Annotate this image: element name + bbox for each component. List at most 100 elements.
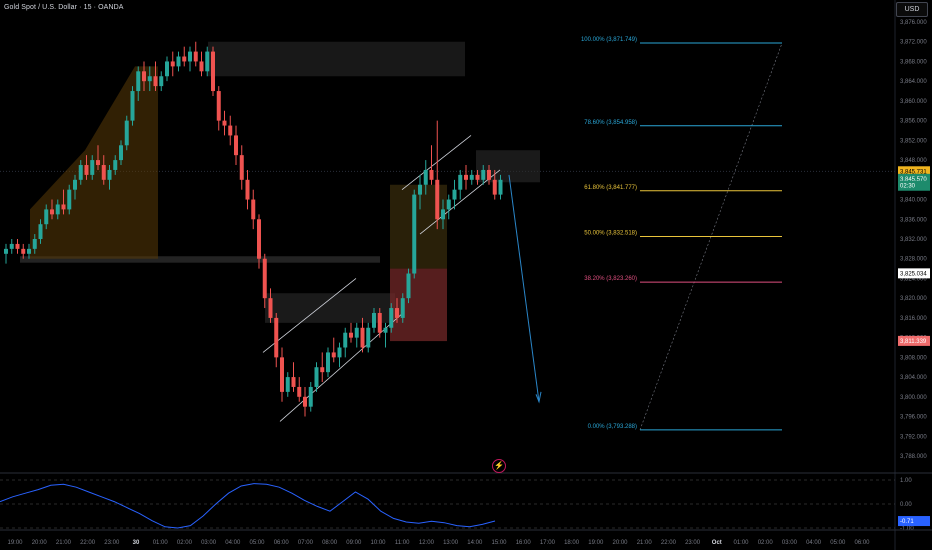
price-tick-label: 3,800.000 bbox=[900, 395, 927, 401]
time-tick-label: 05:00 bbox=[830, 540, 846, 546]
lightning-icon[interactable]: ⚡ bbox=[492, 459, 506, 473]
fib-level-label: 61.80% (3,841.777) bbox=[584, 185, 637, 191]
candle-body bbox=[38, 224, 43, 239]
price-tick-label: 3,836.000 bbox=[900, 217, 927, 223]
price-label-badge bbox=[898, 335, 930, 346]
candle-body bbox=[349, 332, 353, 338]
candle-body bbox=[124, 120, 129, 146]
oscillator-tick-label: 1.00 bbox=[900, 478, 912, 484]
channel-line bbox=[401, 135, 472, 190]
candle-body bbox=[44, 209, 49, 225]
time-tick-label: 02:00 bbox=[177, 540, 193, 546]
candle-body bbox=[182, 56, 187, 62]
oscillator-line bbox=[0, 483, 496, 529]
candle-body bbox=[354, 327, 359, 338]
candle-body bbox=[188, 51, 192, 62]
time-tick-label: 18:00 bbox=[564, 540, 580, 546]
time-tick-label: 09:00 bbox=[346, 540, 362, 546]
candle-body bbox=[153, 76, 158, 87]
time-tick-label: 23:00 bbox=[685, 540, 701, 546]
price-tick-label: 3,816.000 bbox=[900, 316, 927, 322]
candle-body bbox=[412, 194, 417, 274]
candle-body bbox=[360, 327, 365, 348]
currency-button[interactable]: USD bbox=[896, 2, 928, 17]
oscillator-value-text: -0.71 bbox=[900, 519, 914, 525]
time-tick-label: 01:00 bbox=[153, 540, 169, 546]
time-tick-label: 05:00 bbox=[249, 540, 265, 546]
time-tick-label: 20:00 bbox=[32, 540, 48, 546]
candle-body bbox=[107, 169, 112, 180]
oscillator-value-badge bbox=[898, 516, 930, 527]
time-tick-label: 08:00 bbox=[322, 540, 338, 546]
candle-body bbox=[475, 174, 480, 180]
time-tick-label: 21:00 bbox=[56, 540, 72, 546]
candle-body bbox=[464, 174, 468, 180]
time-tick-label: 01:00 bbox=[733, 540, 749, 546]
candle-body bbox=[4, 248, 8, 254]
candle-body bbox=[216, 91, 221, 121]
candle-body bbox=[429, 169, 434, 180]
candle-body bbox=[337, 347, 342, 358]
time-tick-label: 22:00 bbox=[661, 540, 677, 546]
time-tick-label: 20:00 bbox=[612, 540, 628, 546]
time-tick-label: 04:00 bbox=[806, 540, 822, 546]
price-tick-label: 3,796.000 bbox=[900, 415, 927, 421]
time-tick-label: 11:00 bbox=[395, 540, 410, 546]
price-label-text: 3,811.339 bbox=[900, 339, 927, 345]
channel-line bbox=[262, 278, 357, 353]
candle-body bbox=[498, 179, 503, 195]
candle-body bbox=[458, 174, 463, 190]
time-tick-label: 10:00 bbox=[370, 540, 386, 546]
candle-body bbox=[119, 145, 123, 161]
candle-body bbox=[469, 174, 474, 180]
price-tick-label: 3,872.000 bbox=[900, 40, 927, 46]
candle-body bbox=[285, 377, 290, 392]
time-tick-label: 19:00 bbox=[7, 540, 23, 546]
price-tick-label: 3,828.000 bbox=[900, 257, 927, 263]
candle-body bbox=[147, 76, 152, 82]
fib-level-label: 78.60% (3,854.958) bbox=[584, 120, 637, 126]
time-tick-label: 23:00 bbox=[104, 540, 120, 546]
symbol-title[interactable]: Gold Spot / U.S. Dollar · 15 · OANDA bbox=[4, 4, 124, 11]
price-tick-label: 3,804.000 bbox=[900, 375, 927, 381]
candle-body bbox=[55, 204, 60, 215]
candle-body bbox=[222, 120, 227, 126]
price-label-badge bbox=[898, 268, 930, 279]
candle-body bbox=[487, 169, 491, 180]
candle-body bbox=[32, 239, 37, 249]
time-tick-label: Oct bbox=[712, 540, 722, 546]
candle-body bbox=[268, 298, 273, 318]
channel-line bbox=[419, 169, 501, 235]
time-tick-label: 19:00 bbox=[588, 540, 604, 546]
time-tick-label: 03:00 bbox=[782, 540, 798, 546]
arrow-head-icon bbox=[535, 391, 542, 404]
candle-body bbox=[492, 179, 497, 195]
price-tick-label: 3,824.000 bbox=[900, 276, 927, 282]
candle-body bbox=[170, 61, 175, 67]
time-tick-label: 14:00 bbox=[467, 540, 483, 546]
price-tick-label: 3,868.000 bbox=[900, 59, 927, 65]
candle-body bbox=[446, 199, 451, 210]
level-band bbox=[20, 256, 380, 263]
candle-body bbox=[423, 169, 428, 185]
candle-body bbox=[400, 298, 405, 318]
price-tick-label: 3,840.000 bbox=[900, 198, 927, 204]
candle-body bbox=[234, 135, 238, 156]
fib-level-label: 0.00% (3,793.288) bbox=[588, 424, 637, 430]
time-tick-label: 13:00 bbox=[443, 540, 459, 546]
candle-body bbox=[176, 56, 181, 67]
candle-body bbox=[211, 51, 215, 92]
candle-body bbox=[343, 332, 348, 348]
candle-body bbox=[193, 51, 198, 62]
candle-body bbox=[441, 209, 445, 220]
candle-body bbox=[372, 312, 376, 328]
price-label-text: 3,845.570 bbox=[900, 177, 927, 183]
time-tick-label: 16:00 bbox=[516, 540, 532, 546]
price-tick-label: 3,848.000 bbox=[900, 158, 927, 164]
candle-body bbox=[78, 165, 83, 180]
candle-body bbox=[418, 184, 422, 195]
candle-body bbox=[136, 71, 141, 92]
price-tick-label: 3,860.000 bbox=[900, 99, 927, 105]
candle-body bbox=[395, 308, 399, 318]
